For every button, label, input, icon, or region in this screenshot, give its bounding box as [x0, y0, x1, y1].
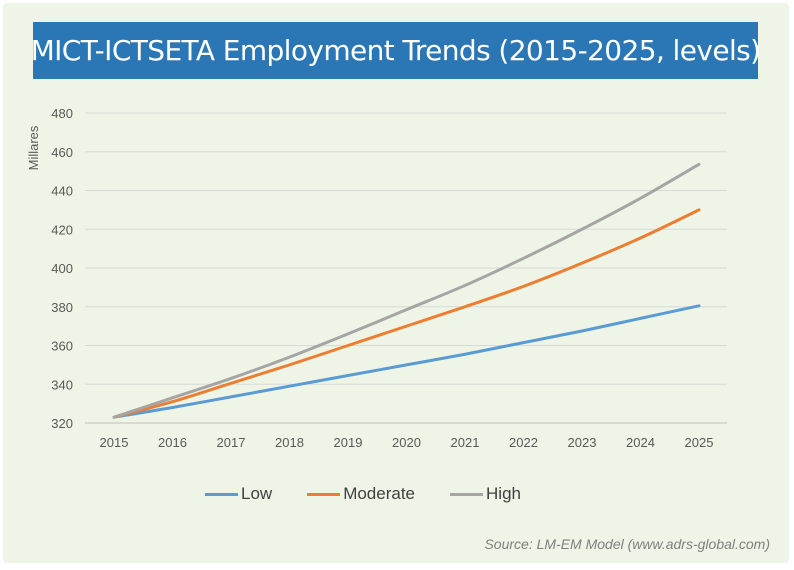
y-tick-label: 480 [51, 106, 73, 121]
x-tick-label: 2021 [451, 435, 480, 450]
y-axis-title: Millares [26, 125, 41, 170]
series-line-low [112, 304, 701, 419]
x-tick-label: 2022 [509, 435, 538, 450]
legend-item-high: High [450, 484, 521, 504]
legend-swatch [450, 492, 484, 496]
x-tick-label: 2015 [100, 435, 129, 450]
legend-item-low: Low [205, 484, 272, 504]
y-tick-label: 440 [51, 184, 73, 199]
y-tick-label: 460 [51, 145, 73, 160]
legend: Low Moderate High [205, 484, 521, 504]
x-tick-label: 2018 [275, 435, 304, 450]
x-tick-label: 2024 [626, 435, 655, 450]
x-tick-label: 2025 [685, 435, 714, 450]
y-tick-label: 400 [51, 261, 73, 276]
x-tick-label: 2016 [158, 435, 187, 450]
y-tick-label: 420 [51, 222, 73, 237]
legend-swatch [307, 492, 341, 496]
legend-label: Moderate [343, 484, 416, 503]
x-tick-label: 2023 [568, 435, 597, 450]
y-tick-label: 380 [51, 300, 73, 315]
chart-area [3, 3, 789, 563]
source-note: Source: LM-EM Model (www.adrs-global.com… [484, 536, 770, 552]
x-tick-label: 2017 [217, 435, 246, 450]
chart-title-banner: MICT-ICTSETA Employment Trends (2015-202… [30, 22, 761, 79]
series-line-moderate [112, 208, 701, 419]
y-tick-label: 320 [51, 416, 73, 431]
series-line-high [112, 162, 701, 419]
y-tick-label: 340 [51, 377, 73, 392]
x-tick-label: 2019 [334, 435, 363, 450]
chart-title: MICT-ICTSETA Employment Trends (2015-202… [30, 34, 761, 67]
y-tick-label: 360 [51, 339, 73, 354]
legend-swatch [205, 492, 238, 496]
x-tick-label: 2020 [392, 435, 421, 450]
legend-label: High [486, 484, 521, 503]
legend-item-moderate: Moderate [307, 484, 415, 504]
legend-label: Low [241, 484, 273, 503]
